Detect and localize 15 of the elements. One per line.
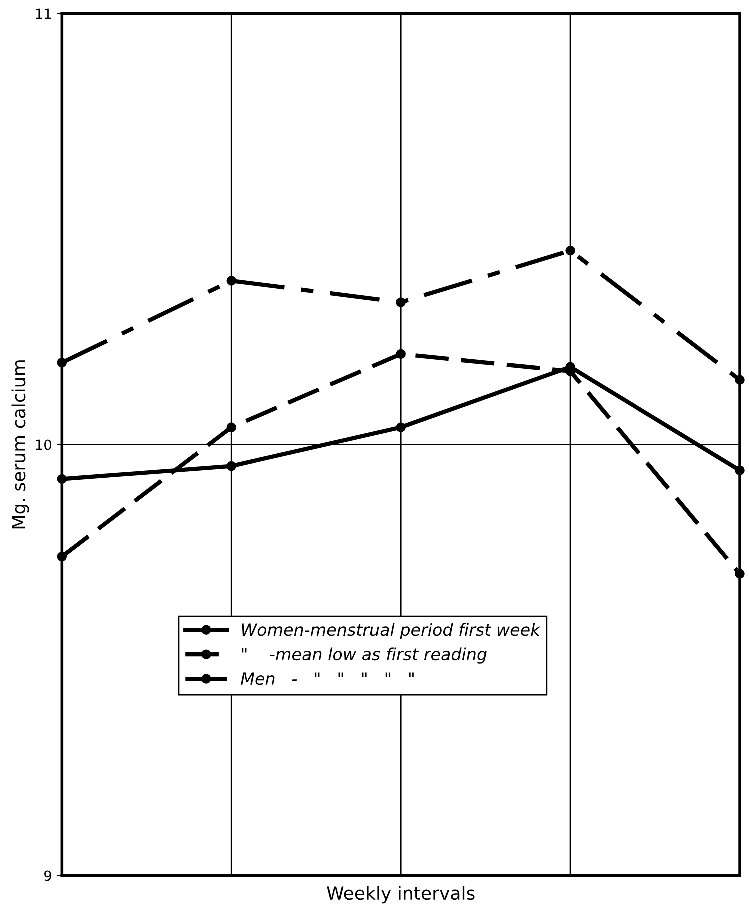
point [396,298,406,308]
point [396,422,406,432]
legend-label: Men - " " " " " [241,672,414,686]
y-axis-title: Mg. serum calcium [12,360,30,529]
point [226,276,236,286]
y-tick-label: 9 [44,870,52,882]
point [396,349,406,360]
x-axis-title: Weekly intervals [327,886,475,904]
point [226,422,236,432]
legend-label: Women-menstrual period first week [242,623,541,640]
y-tick-label: 10 [36,440,52,450]
legend-label: " -mean low as first reading [242,648,487,664]
y-tick-label: 11 [36,8,52,20]
point [566,246,576,256]
point [226,461,236,472]
